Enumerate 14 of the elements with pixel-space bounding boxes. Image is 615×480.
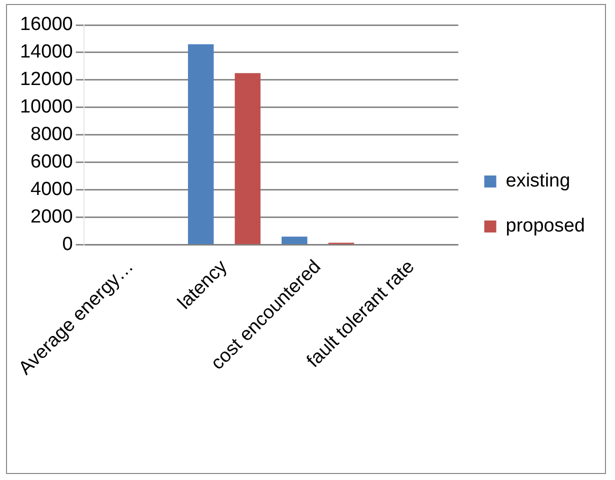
bar xyxy=(188,44,214,244)
y-tick-label: 14000 xyxy=(20,42,73,63)
legend-label: existing xyxy=(506,170,570,192)
y-tick-label: 6000 xyxy=(30,152,73,173)
bar xyxy=(234,73,261,244)
y-tick-label: 0 xyxy=(62,234,73,256)
y-tick-label: 8000 xyxy=(30,124,73,146)
bar xyxy=(282,236,308,244)
legend-label: proposed xyxy=(506,216,586,237)
y-tick-label: 10000 xyxy=(20,96,73,118)
y-tick-label: 16000 xyxy=(20,14,73,36)
y-tick-label: 12000 xyxy=(20,69,73,90)
y-tick-label: 2000 xyxy=(30,206,73,228)
y-tick-label: 4000 xyxy=(30,179,73,200)
